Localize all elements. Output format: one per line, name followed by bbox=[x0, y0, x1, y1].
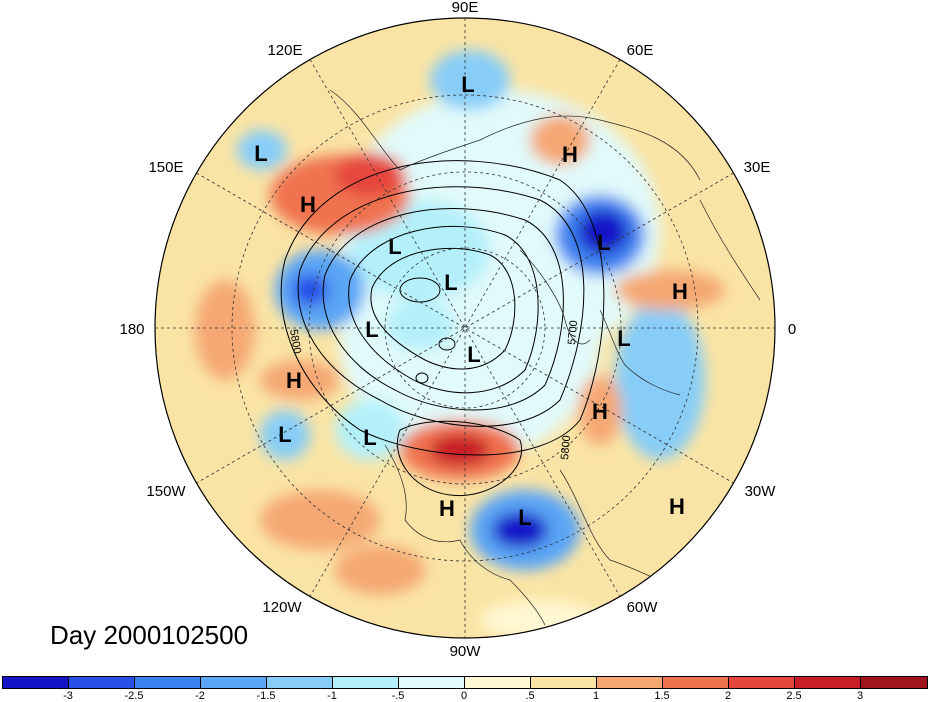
colorbar-tick-label: 0 bbox=[460, 690, 468, 702]
lon-label-150e: 150E bbox=[148, 159, 183, 176]
colorbar-box bbox=[663, 677, 729, 688]
date-title: Day 2000102500 bbox=[50, 620, 249, 650]
colorbar-box bbox=[135, 677, 201, 688]
colorbar-box bbox=[69, 677, 135, 688]
low-center-marker: L bbox=[461, 72, 474, 97]
low-center-marker: L bbox=[467, 342, 480, 367]
colorbar-box bbox=[465, 677, 531, 688]
high-center-marker: H bbox=[669, 494, 685, 519]
colorbar-tick-label: -1 bbox=[327, 690, 337, 702]
colorbar-box bbox=[795, 677, 861, 688]
colorbar-tick-label: -.5 bbox=[391, 690, 405, 702]
lon-label-150w: 150W bbox=[146, 483, 186, 500]
contour-label: 5700 bbox=[566, 320, 580, 345]
low-center-marker: L bbox=[444, 270, 457, 295]
high-center-marker: H bbox=[562, 142, 578, 167]
lon-label-90w: 90W bbox=[450, 643, 482, 660]
lon-label-90e: 90E bbox=[452, 0, 479, 16]
high-center-marker: H bbox=[286, 368, 302, 393]
colorbar-boxes bbox=[2, 676, 928, 689]
lon-label-60w: 60W bbox=[627, 599, 659, 616]
colorbar-tick-label: -2.5 bbox=[124, 690, 144, 702]
graticule bbox=[155, 18, 775, 638]
lon-label-60e: 60E bbox=[627, 42, 654, 59]
low-center-marker: L bbox=[363, 425, 376, 450]
height-contours bbox=[280, 160, 605, 497]
colorbar-box bbox=[861, 677, 927, 688]
colorbar-tick-label: -1.5 bbox=[256, 690, 276, 702]
lon-label-120w: 120W bbox=[262, 599, 302, 616]
high-center-marker: H bbox=[300, 192, 316, 217]
high-center-marker: H bbox=[439, 496, 455, 521]
colorbar-tick-label: 2 bbox=[724, 690, 732, 702]
contour-label: 5800 bbox=[559, 435, 573, 460]
colorbar-tick-label: 2.5 bbox=[786, 690, 802, 702]
lon-label-120e: 120E bbox=[267, 42, 302, 59]
low-center-marker: L bbox=[617, 326, 630, 351]
high-center-marker: H bbox=[592, 399, 608, 424]
contour-label: 5800 bbox=[287, 328, 303, 354]
colorbar-tick-label: -3 bbox=[63, 690, 73, 702]
colorbar-tick-label: -2 bbox=[195, 690, 205, 702]
lon-label-30w: 30W bbox=[745, 483, 777, 500]
colorbar-tick-label: 1 bbox=[592, 690, 600, 702]
colorbar-box bbox=[531, 677, 597, 688]
colorbar: -3 -2.5 -2 -1.5 -1 -.5 0 .5 1 1.5 2 2.5 3 bbox=[0, 676, 928, 702]
colorbar-tick-label: 1.5 bbox=[654, 690, 670, 702]
high-center-marker: H bbox=[672, 279, 688, 304]
colorbar-box bbox=[201, 677, 267, 688]
low-center-marker: L bbox=[278, 422, 291, 447]
colorbar-box bbox=[597, 677, 663, 688]
lon-label-180: 180 bbox=[119, 321, 144, 338]
lon-label-30e: 30E bbox=[744, 159, 771, 176]
colorbar-box bbox=[399, 677, 465, 688]
low-center-marker: L bbox=[365, 317, 378, 342]
colorbar-box bbox=[3, 677, 69, 688]
colorbar-tick-label: .5 bbox=[525, 690, 535, 702]
pressure-centers: L L H H L L L H L L L H H L L H L H bbox=[254, 72, 688, 530]
colorbar-box bbox=[333, 677, 399, 688]
lon-label-0: 0 bbox=[788, 321, 796, 338]
colorbar-box bbox=[267, 677, 333, 688]
low-center-marker: L bbox=[518, 505, 531, 530]
colorbar-box bbox=[729, 677, 795, 688]
low-center-marker: L bbox=[254, 141, 267, 166]
low-center-marker: L bbox=[388, 234, 401, 259]
colorbar-tick-label: 3 bbox=[856, 690, 864, 702]
low-center-marker: L bbox=[597, 230, 610, 255]
polar-stereographic-map: 90E 120E 60E 150E 30E 180 0 150W 30W 120… bbox=[119, 0, 796, 660]
